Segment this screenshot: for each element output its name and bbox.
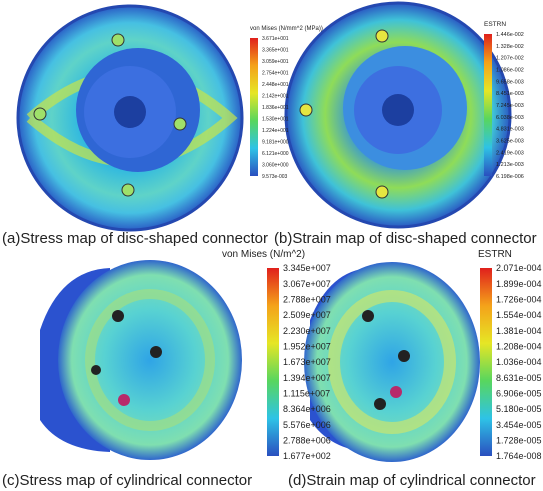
legend-label: 7.245e-003 bbox=[496, 103, 524, 109]
legend-label: 1.086e-002 bbox=[496, 67, 524, 73]
legend-label: 2.230e+007 bbox=[283, 326, 331, 336]
colorbar bbox=[250, 38, 258, 176]
legend-label: 5.576e+006 bbox=[283, 420, 331, 430]
image-a bbox=[18, 6, 242, 230]
legend-label: 2.448e+001 bbox=[262, 82, 289, 88]
legend-label: 1.673e+007 bbox=[283, 357, 331, 367]
legend-label: 3.365e+001 bbox=[262, 47, 289, 53]
legend-label: 1.381e-004 bbox=[496, 326, 542, 336]
legend-title: ESTRN bbox=[478, 249, 512, 260]
legend-label: 1.530e+001 bbox=[262, 116, 289, 122]
colorbar bbox=[484, 34, 492, 176]
legend-label: 1.208e-004 bbox=[496, 341, 542, 351]
legend-label: 4.831e-003 bbox=[496, 127, 524, 133]
colorbar bbox=[267, 268, 279, 456]
legend-label: 1.554e-004 bbox=[496, 310, 542, 320]
legend-label: 1.726e-004 bbox=[496, 294, 542, 304]
colorbar bbox=[480, 268, 492, 456]
legend-label: 1.328e-002 bbox=[496, 44, 524, 50]
legend-label: 1.115e+007 bbox=[283, 388, 330, 398]
legend-label: 3.625e-003 bbox=[496, 138, 524, 144]
legend-label: 1.036e-004 bbox=[496, 357, 542, 367]
legend-label: 1.952e+007 bbox=[283, 341, 331, 351]
legend-label: 8.451e-003 bbox=[496, 91, 524, 97]
legend-label: 3.059e+001 bbox=[262, 59, 289, 65]
legend-label: 2.509e+007 bbox=[283, 310, 331, 320]
legend-label: 1.899e-004 bbox=[496, 279, 542, 289]
image-c bbox=[40, 260, 242, 460]
legend-label: 9.573e-003 bbox=[262, 174, 288, 180]
legend-label: 2.071e-004 bbox=[496, 263, 542, 273]
legend-label: 1.446e-002 bbox=[496, 32, 524, 38]
legend-label: 2.419e-003 bbox=[496, 150, 524, 156]
legend-label: 8.364e+006 bbox=[283, 404, 331, 414]
legend-label: 6.121e+000 bbox=[262, 151, 289, 157]
legend-label: 1.728e-005 bbox=[496, 435, 542, 445]
legend-title: von Mises (N/m^2) bbox=[222, 249, 305, 260]
legend-label: 1.764e-008 bbox=[496, 451, 542, 461]
legend-label: 2.754e+001 bbox=[262, 70, 289, 76]
image-b bbox=[286, 3, 510, 227]
legend-label: 1.207e-002 bbox=[496, 56, 524, 62]
caption: (d)Strain map of cylindrical connector bbox=[288, 472, 536, 489]
legend-label: 3.454e-005 bbox=[496, 420, 542, 430]
legend-label: 2.788e+006 bbox=[283, 435, 331, 445]
legend-label: 1.836e+001 bbox=[262, 105, 289, 111]
legend-title: ESTRN bbox=[484, 21, 506, 28]
legend-label: 1.394e+007 bbox=[283, 373, 331, 383]
legend-label: 6.906e-005 bbox=[496, 388, 542, 398]
legend-label: 3.067e+007 bbox=[283, 279, 331, 289]
legend-label: 6.038e-003 bbox=[496, 115, 524, 121]
legend-label: 1.213e-003 bbox=[496, 162, 524, 168]
legend-label: 8.631e-005 bbox=[496, 373, 542, 383]
legend-label: 3.345e+007 bbox=[283, 263, 331, 273]
legend-label: 9.181e+000 bbox=[262, 139, 289, 145]
legend-label: 3.671e+001 bbox=[262, 36, 289, 42]
caption: (c)Stress map of cylindrical connector bbox=[2, 472, 252, 489]
legend-label: 9.658e-003 bbox=[496, 79, 524, 85]
figure: (a)Stress map of disc-shaped connector vo… bbox=[0, 0, 543, 491]
legend-label: 6.198e-006 bbox=[496, 174, 524, 180]
legend-label: 2.788e+007 bbox=[283, 294, 331, 304]
caption: (a)Stress map of disc-shaped connector bbox=[2, 230, 268, 247]
legend-label: 1.224e+001 bbox=[262, 128, 289, 134]
legend-label: 2.142e+001 bbox=[262, 93, 289, 99]
legend-label: 1.677e+002 bbox=[283, 451, 331, 461]
legend-label: 5.180e-005 bbox=[496, 404, 542, 414]
caption: (b)Strain map of disc-shaped connector bbox=[274, 230, 537, 247]
legend-label: 3.060e+000 bbox=[262, 162, 289, 168]
legend-title: von Mises (N/mm^2 (MPa)) bbox=[250, 26, 323, 32]
